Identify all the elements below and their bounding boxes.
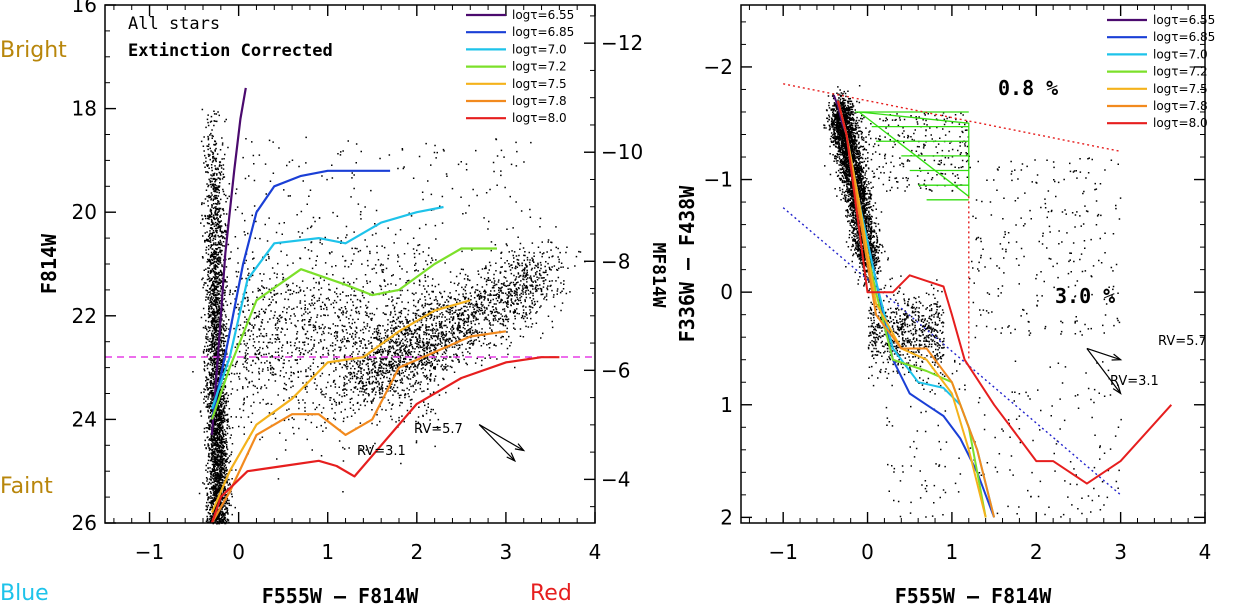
left-y2-axis-label: MF814W	[648, 242, 669, 307]
left-isochrone-line	[210, 299, 471, 514]
x-tick-label: 0	[232, 540, 245, 564]
y-tick-label: 18	[72, 97, 97, 121]
x-tick-label: 4	[1199, 540, 1212, 564]
y2-tick-label: −10	[601, 140, 643, 164]
hatched-region	[854, 111, 970, 201]
legend-label: logτ=7.0	[1153, 47, 1208, 61]
y-tick-label: −2	[704, 55, 733, 79]
left-x-axis-label: F555W – F814W	[262, 584, 419, 608]
x-tick-label: 3	[500, 540, 513, 564]
x-tick-label: −1	[135, 540, 164, 564]
y2-tick-label: −6	[601, 358, 630, 382]
x-tick-label: 2	[410, 540, 423, 564]
x-tick-label: 1	[321, 540, 334, 564]
legend-label: logτ=8.0	[512, 111, 567, 125]
right-axis-ticks: −1 0 1 2 3 4 −2 −1 0 1 2	[704, 5, 1212, 564]
hatch-outline-diagonal	[858, 111, 970, 197]
x-tick-label: 0	[861, 540, 874, 564]
pct-top-label: 0.8 %	[998, 76, 1058, 100]
y-tick-label: 0	[720, 280, 733, 304]
x-tick-label: −1	[768, 540, 797, 564]
right-x-axis-label: F555W – F814W	[895, 584, 1052, 608]
reddening-arrow-line	[478, 424, 516, 462]
left-legend: logτ=6.55 logτ=6.85 logτ=7.0 logτ=7.2 logτ=7…	[466, 8, 574, 125]
legend-label: logτ=7.2	[1153, 65, 1208, 79]
y-tick-label: −1	[704, 168, 733, 192]
x-tick-label: 3	[1114, 540, 1127, 564]
right-rv-small-label: RV=3.1	[1110, 374, 1159, 389]
left-star-points	[192, 108, 594, 525]
left-reddening-vectors	[478, 424, 526, 463]
left-isochrone-line	[210, 205, 444, 410]
right-star-points	[823, 85, 1122, 518]
right-star-scatter	[823, 85, 1122, 518]
y-tick-label: 20	[72, 200, 97, 224]
reddening-arrow-head	[1112, 384, 1122, 395]
right-rv-large-label: RV=5.7	[1158, 334, 1207, 349]
y-tick-label: 1	[720, 393, 733, 417]
reddening-arrow-head	[1111, 353, 1123, 361]
x-tick-label: 4	[589, 540, 602, 564]
legend-label: logτ=7.0	[512, 42, 567, 56]
legend-label: logτ=8.0	[1153, 116, 1208, 130]
y2-tick-label: −4	[601, 467, 630, 491]
legend-label: logτ=6.85	[1153, 30, 1215, 44]
left-y-axis-label: F814W	[37, 233, 61, 294]
right-y-axis-label: F336W – F438W	[675, 185, 699, 342]
y-tick-label: 26	[72, 511, 97, 535]
blue-label: Blue	[0, 581, 49, 606]
legend-label: logτ=7.2	[512, 60, 567, 74]
reddening-arrow-line	[1086, 347, 1121, 361]
left-rv-small-label: RV=3.1	[357, 444, 406, 459]
y-tick-label: 24	[72, 407, 97, 431]
legend-label: logτ=6.55	[1153, 13, 1215, 27]
hatch-outline	[859, 111, 970, 197]
x-tick-label: 2	[1030, 540, 1043, 564]
y-tick-label: 16	[72, 0, 97, 17]
reddening-arrow-line	[1086, 348, 1122, 394]
right-reddening-vectors	[1086, 347, 1123, 395]
reddening-arrow-head	[506, 452, 517, 463]
y-tick-label: 2	[720, 505, 733, 529]
right-legend: logτ=6.55 logτ=6.85 logτ=7.0 logτ=7.2 logτ=7…	[1107, 13, 1215, 130]
left-title-line1: All stars	[128, 14, 220, 34]
x-tick-label: 1	[946, 540, 959, 564]
pct-mid-label: 3.0 %	[1055, 284, 1115, 308]
reddening-arrow-line	[478, 424, 525, 451]
right-plot-frame	[740, 4, 1206, 524]
left-rv-large-label: RV=5.7	[414, 422, 463, 437]
legend-label: logτ=7.8	[512, 94, 567, 108]
left-isochrone-line	[210, 356, 560, 524]
reference-line	[783, 83, 1121, 153]
reference-line	[782, 207, 1122, 496]
right-isochrone-line	[837, 100, 1173, 485]
y-tick-label: 22	[72, 304, 97, 328]
legend-label: logτ=7.5	[1153, 82, 1208, 96]
left-isochrone-line	[210, 330, 507, 524]
legend-label: logτ=7.8	[1153, 99, 1208, 113]
bright-label: Bright	[0, 38, 67, 63]
left-title-line2: Extinction Corrected	[128, 41, 333, 61]
right-isochrones	[832, 94, 1173, 518]
faint-label: Faint	[0, 474, 53, 499]
red-label: Red	[530, 581, 572, 606]
left-isochrone-line	[210, 247, 497, 420]
legend-label: logτ=6.55	[512, 8, 574, 22]
reddening-arrow-head	[514, 443, 526, 452]
right-panel: −1 0 1 2 3 4 −2 −1 0 1 2 logτ=6.55 logτ=6.85 logτ=7.…	[675, 4, 1215, 608]
left-star-scatter	[192, 108, 594, 525]
right-reference-lines	[782, 83, 1122, 496]
legend-label: logτ=6.85	[512, 25, 574, 39]
y2-tick-label: −12	[601, 31, 643, 55]
left-isochrone-line	[210, 169, 391, 420]
left-isochrone-line	[210, 87, 247, 435]
y2-tick-label: −8	[601, 249, 630, 273]
left-isochrones	[210, 87, 560, 524]
legend-label: logτ=7.5	[512, 77, 567, 91]
